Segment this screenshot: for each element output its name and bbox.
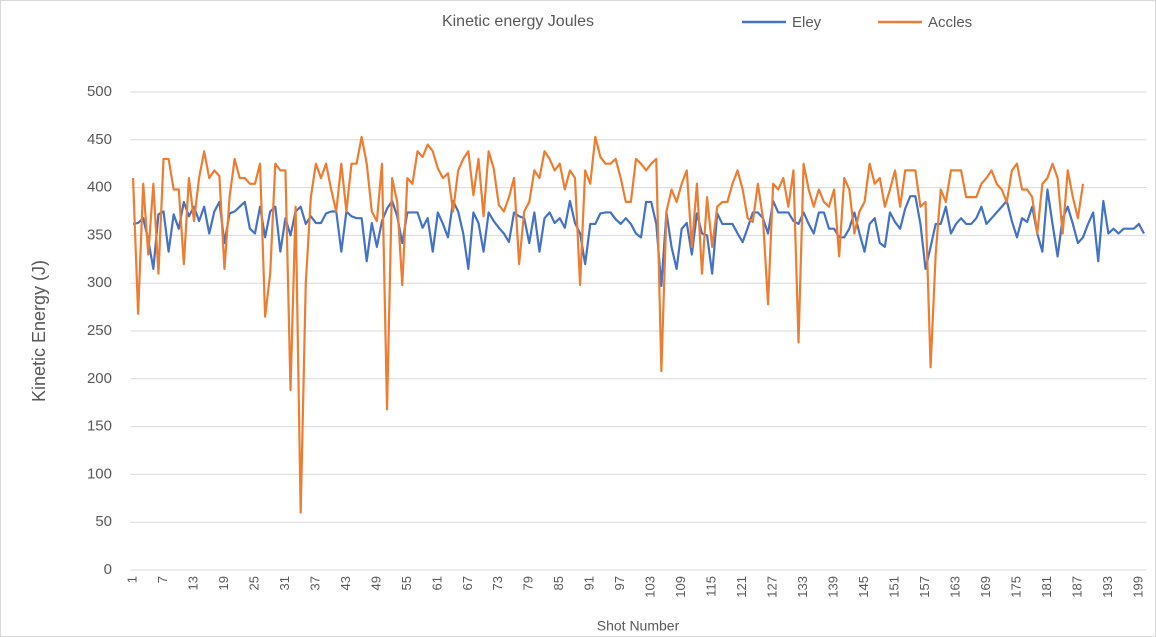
x-tick-label: 19 bbox=[216, 576, 231, 590]
x-tick-label: 127 bbox=[765, 576, 780, 598]
x-tick-label: 181 bbox=[1039, 576, 1054, 598]
x-tick-label: 25 bbox=[246, 576, 261, 590]
x-tick-label: 109 bbox=[673, 576, 688, 598]
x-tick-label: 139 bbox=[826, 576, 841, 598]
x-tick-label: 121 bbox=[734, 576, 749, 598]
y-tick-label: 500 bbox=[87, 83, 112, 100]
x-tick-label: 133 bbox=[795, 576, 810, 598]
y-tick-label: 300 bbox=[87, 274, 112, 291]
series-line bbox=[131, 135, 1085, 514]
x-tick-label: 67 bbox=[460, 576, 475, 590]
series-line bbox=[132, 188, 1145, 288]
x-tick-label: 49 bbox=[368, 576, 383, 590]
y-tick-label: 250 bbox=[87, 322, 112, 339]
x-tick-label: 199 bbox=[1130, 576, 1145, 598]
x-tick-label: 163 bbox=[947, 576, 962, 598]
x-tick-label: 37 bbox=[307, 576, 322, 590]
x-tick-label: 13 bbox=[185, 576, 200, 590]
y-tick-label: 450 bbox=[87, 131, 112, 148]
y-tick-label: 50 bbox=[95, 513, 112, 530]
y-tick-label: 200 bbox=[87, 370, 112, 387]
x-tick-label: 115 bbox=[704, 576, 719, 597]
chart-title: Kinetic energy Joules bbox=[442, 13, 594, 30]
x-tick-label: 73 bbox=[490, 576, 505, 590]
x-tick-label: 97 bbox=[612, 576, 627, 590]
x-tick-label: 103 bbox=[643, 576, 658, 598]
x-tick-label: 55 bbox=[399, 576, 414, 590]
y-axis-title: Kinetic Energy (J) bbox=[29, 260, 49, 402]
legend-label: Eley bbox=[792, 14, 822, 31]
x-tick-label: 1 bbox=[124, 576, 139, 583]
x-tick-label: 187 bbox=[1069, 576, 1084, 598]
legend-label: Accles bbox=[928, 14, 972, 31]
y-tick-label: 400 bbox=[87, 179, 112, 196]
x-tick-label: 175 bbox=[1008, 576, 1023, 598]
x-tick-label: 91 bbox=[582, 576, 597, 590]
x-tick-label: 31 bbox=[277, 576, 292, 590]
y-tick-label: 150 bbox=[87, 418, 112, 435]
y-tick-label: 100 bbox=[87, 465, 112, 482]
y-tick-label: 0 bbox=[104, 561, 112, 578]
x-tick-label: 157 bbox=[917, 576, 932, 598]
x-tick-label: 43 bbox=[338, 576, 353, 590]
x-tick-label: 85 bbox=[551, 576, 566, 590]
x-tick-label: 145 bbox=[856, 576, 871, 598]
x-tick-label: 7 bbox=[155, 576, 170, 583]
x-tick-label: 151 bbox=[886, 576, 901, 598]
y-tick-label: 350 bbox=[87, 226, 112, 243]
x-tick-label: 193 bbox=[1100, 576, 1115, 598]
x-tick-label: 79 bbox=[521, 576, 536, 590]
x-tick-label: 169 bbox=[978, 576, 993, 598]
x-tick-label: 61 bbox=[429, 576, 444, 590]
x-axis-title: Shot Number bbox=[597, 618, 680, 634]
